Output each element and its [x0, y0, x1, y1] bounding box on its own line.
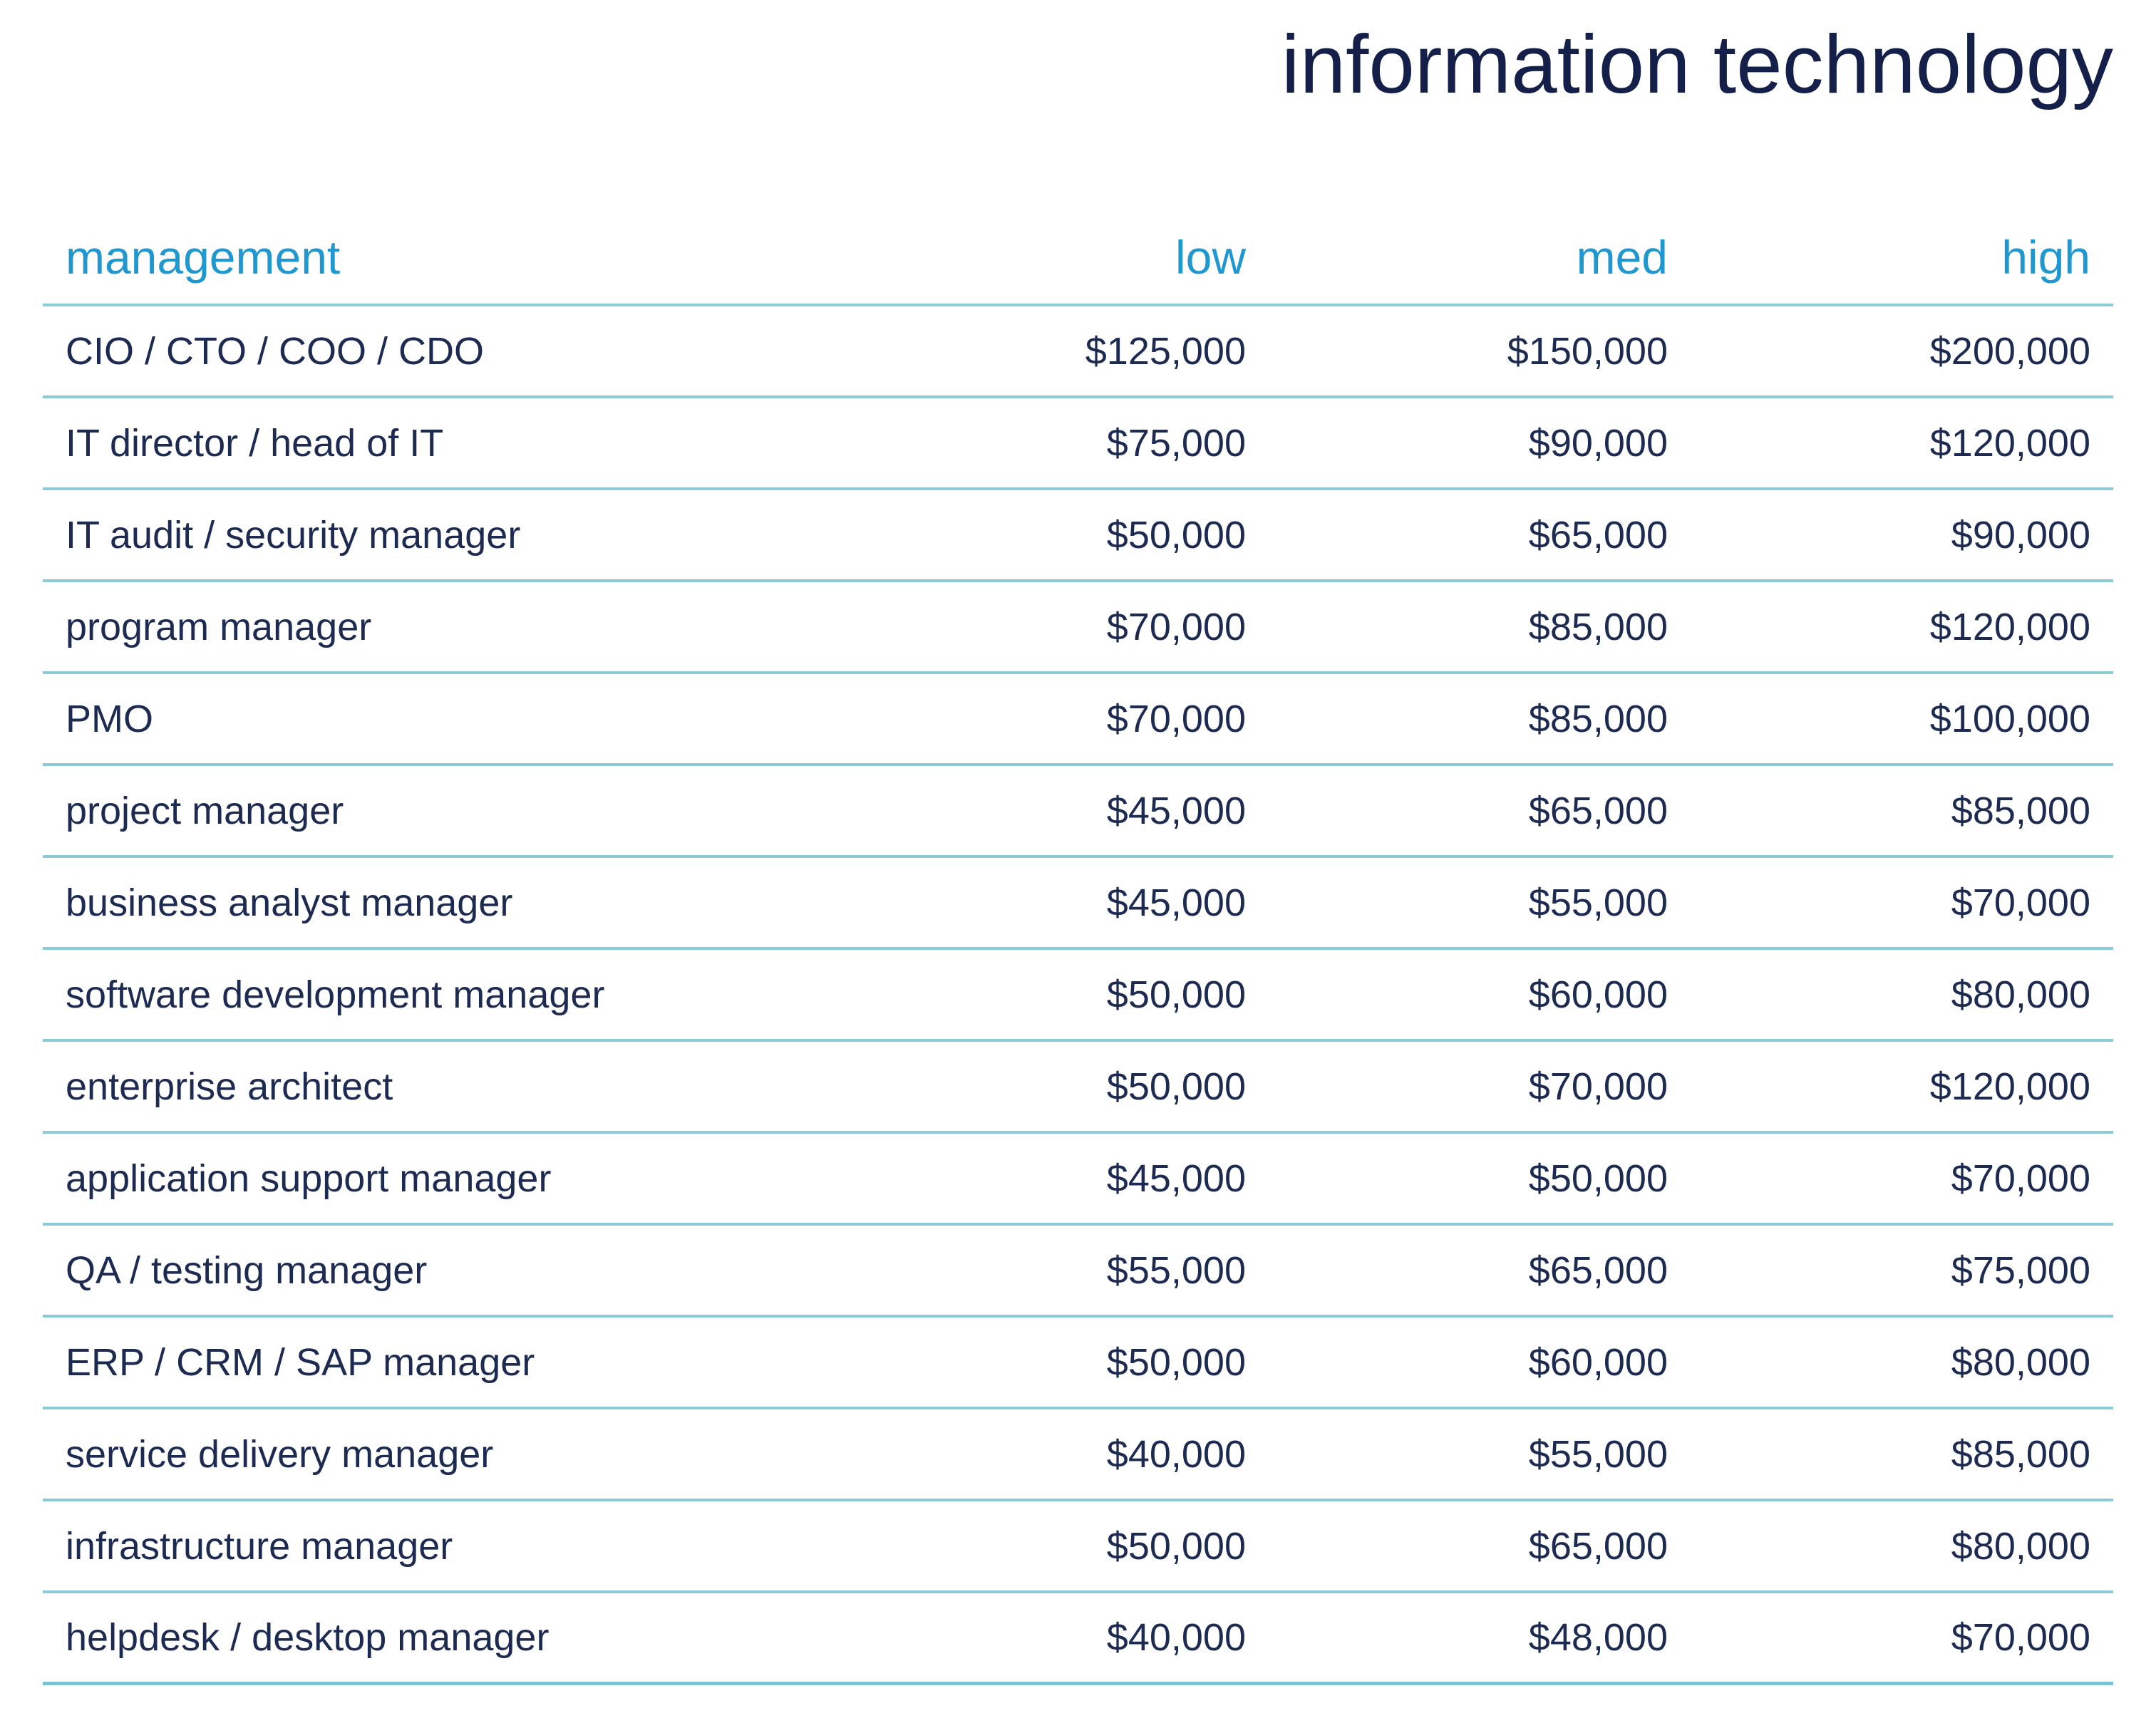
table-row: service delivery manager $40,000 $55,000 $8… [43, 1409, 2113, 1501]
low-salary-cell: $50,000 [1106, 973, 1246, 1016]
high-salary-cell: $80,000 [1951, 1524, 2090, 1568]
page-title: information technology [1281, 18, 2113, 110]
role-cell: IT director / head of IT [66, 421, 444, 465]
med-salary-cell: $48,000 [1528, 1616, 1668, 1659]
role-cell: IT audit / security manager [66, 513, 521, 557]
low-salary-cell: $45,000 [1106, 789, 1246, 832]
role-cell: program manager [66, 605, 372, 648]
high-salary-cell: $90,000 [1951, 513, 2090, 557]
high-salary-cell: $100,000 [1929, 697, 2090, 740]
table-row: IT audit / security manager $50,000 $65,00… [43, 490, 2113, 582]
role-cell: business analyst manager [66, 881, 513, 924]
high-salary-cell: $75,000 [1951, 1248, 2090, 1292]
table-row: IT director / head of IT $75,000 $90,000 $1… [43, 398, 2113, 490]
header-management: management [66, 230, 341, 284]
low-salary-cell: $40,000 [1106, 1616, 1246, 1659]
med-salary-cell: $55,000 [1528, 1432, 1668, 1476]
role-cell: project manager [66, 789, 344, 832]
role-cell: infrastructure manager [66, 1524, 453, 1568]
high-salary-cell: $200,000 [1929, 329, 2090, 373]
table-body: CIO / CTO / COO / CDO $125,000 $150,000 $20… [43, 306, 2113, 1685]
med-salary-cell: $55,000 [1528, 881, 1668, 924]
role-cell: application support manager [66, 1157, 552, 1200]
role-cell: service delivery manager [66, 1432, 494, 1476]
low-salary-cell: $50,000 [1106, 1524, 1246, 1568]
role-cell: PMO [66, 697, 154, 740]
role-cell: ERP / CRM / SAP manager [66, 1340, 535, 1384]
low-salary-cell: $125,000 [1085, 329, 1246, 373]
low-salary-cell: $40,000 [1106, 1432, 1246, 1476]
table-row: helpdesk / desktop manager $40,000 $48,000… [43, 1593, 2113, 1685]
table-header-row: management low med high [43, 210, 2113, 306]
high-salary-cell: $70,000 [1951, 1616, 2090, 1659]
low-salary-cell: $50,000 [1106, 1340, 1246, 1384]
role-cell: enterprise architect [66, 1065, 393, 1108]
low-salary-cell: $45,000 [1106, 881, 1246, 924]
low-salary-cell: $45,000 [1106, 1157, 1246, 1200]
table-row: CIO / CTO / COO / CDO $125,000 $150,000 $20… [43, 306, 2113, 398]
high-salary-cell: $70,000 [1951, 1157, 2090, 1200]
low-salary-cell: $70,000 [1106, 697, 1246, 740]
header-low: low [1175, 230, 1246, 284]
high-salary-cell: $70,000 [1951, 881, 2090, 924]
med-salary-cell: $65,000 [1528, 1248, 1668, 1292]
low-salary-cell: $70,000 [1106, 605, 1246, 648]
role-cell: CIO / CTO / COO / CDO [66, 329, 485, 373]
low-salary-cell: $75,000 [1106, 421, 1246, 465]
med-salary-cell: $65,000 [1528, 789, 1668, 832]
table-row: PMO $70,000 $85,000 $100,000 [43, 674, 2113, 766]
med-salary-cell: $65,000 [1528, 513, 1668, 557]
salary-table: management low med high CIO / CTO / COO … [43, 210, 2113, 1685]
table-row: QA / testing manager $55,000 $65,000 $75,00… [43, 1226, 2113, 1318]
role-cell: helpdesk / desktop manager [66, 1616, 550, 1659]
role-cell: software development manager [66, 973, 605, 1016]
high-salary-cell: $120,000 [1929, 605, 2090, 648]
table-row: application support manager $45,000 $50,00… [43, 1134, 2113, 1226]
header-high: high [2001, 230, 2090, 284]
table-row: ERP / CRM / SAP manager $50,000 $60,000 $80… [43, 1318, 2113, 1409]
table-row: software development manager $50,000 $60,0… [43, 950, 2113, 1042]
med-salary-cell: $60,000 [1528, 973, 1668, 1016]
table-row: enterprise architect $50,000 $70,000 $120,0… [43, 1042, 2113, 1134]
table-row: business analyst manager $45,000 $55,000 $7… [43, 858, 2113, 950]
low-salary-cell: $50,000 [1106, 1065, 1246, 1108]
low-salary-cell: $55,000 [1106, 1248, 1246, 1292]
table-row: infrastructure manager $50,000 $65,000 $80,… [43, 1501, 2113, 1593]
med-salary-cell: $60,000 [1528, 1340, 1668, 1384]
med-salary-cell: $90,000 [1528, 421, 1668, 465]
high-salary-cell: $80,000 [1951, 1340, 2090, 1384]
med-salary-cell: $85,000 [1528, 697, 1668, 740]
header-med: med [1576, 230, 1668, 284]
high-salary-cell: $85,000 [1951, 789, 2090, 832]
table-row: project manager $45,000 $65,000 $85,000 [43, 766, 2113, 858]
high-salary-cell: $80,000 [1951, 973, 2090, 1016]
high-salary-cell: $120,000 [1929, 1065, 2090, 1108]
high-salary-cell: $120,000 [1929, 421, 2090, 465]
med-salary-cell: $65,000 [1528, 1524, 1668, 1568]
high-salary-cell: $85,000 [1951, 1432, 2090, 1476]
low-salary-cell: $50,000 [1106, 513, 1246, 557]
med-salary-cell: $50,000 [1528, 1157, 1668, 1200]
table-row: program manager $70,000 $85,000 $120,000 [43, 582, 2113, 674]
med-salary-cell: $85,000 [1528, 605, 1668, 648]
med-salary-cell: $70,000 [1528, 1065, 1668, 1108]
role-cell: QA / testing manager [66, 1248, 428, 1292]
med-salary-cell: $150,000 [1507, 329, 1668, 373]
